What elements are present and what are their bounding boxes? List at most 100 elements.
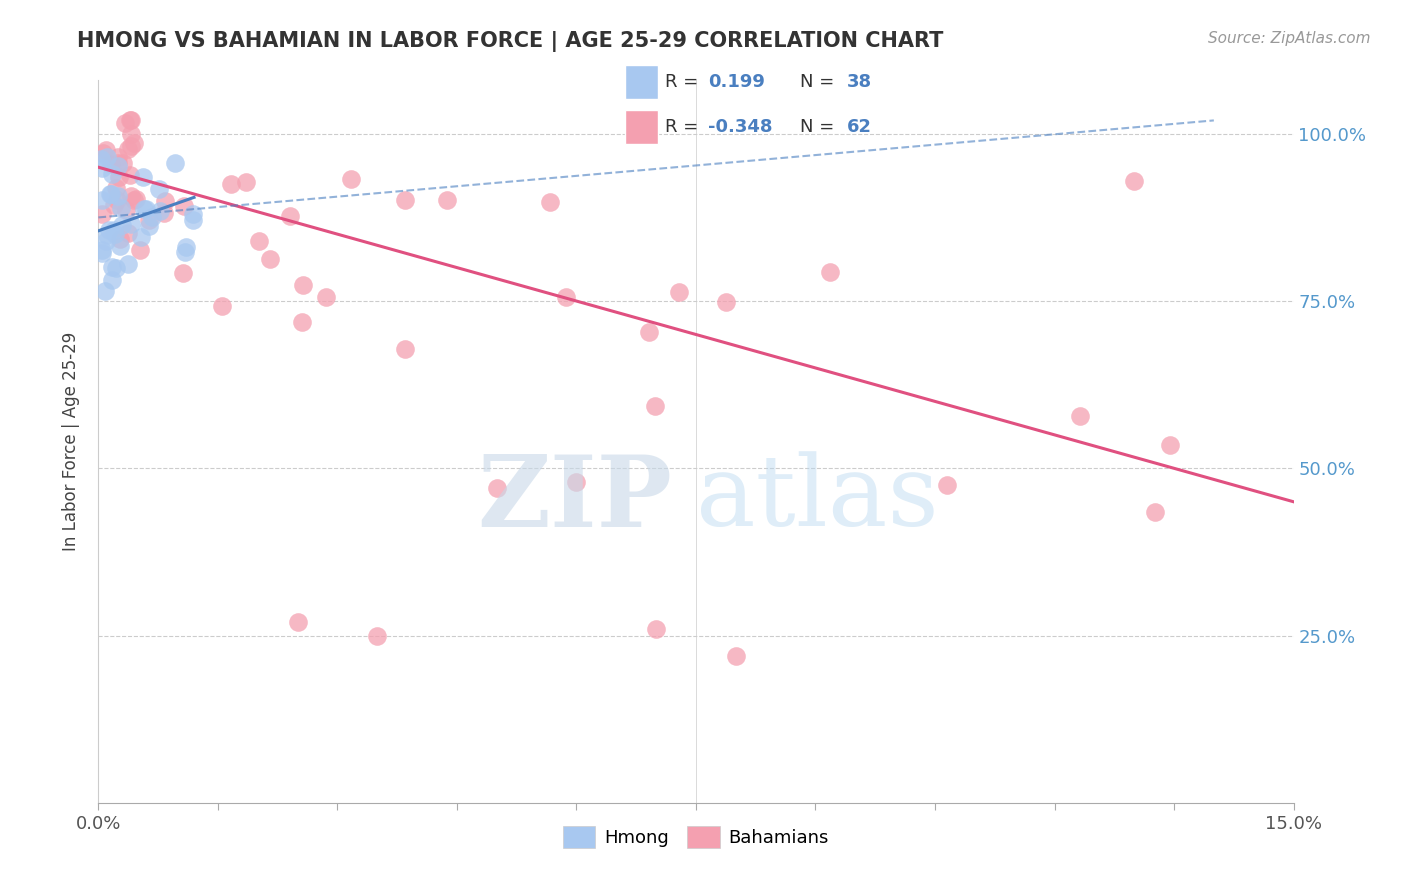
Point bbox=[259, 252, 281, 267]
Text: ZIP: ZIP bbox=[477, 450, 672, 548]
Point bbox=[129, 229, 152, 244]
Point bbox=[638, 325, 661, 339]
Point bbox=[278, 209, 301, 223]
Point bbox=[315, 290, 337, 304]
Point bbox=[93, 146, 115, 161]
Point bbox=[935, 477, 957, 491]
Point bbox=[90, 153, 112, 167]
Point bbox=[125, 192, 148, 206]
Point bbox=[128, 244, 150, 258]
Bar bbox=[626, 65, 658, 99]
Point bbox=[644, 399, 666, 413]
Text: N =: N = bbox=[800, 119, 841, 136]
Point bbox=[714, 295, 737, 310]
Point bbox=[118, 113, 141, 128]
Point bbox=[112, 156, 135, 170]
Point bbox=[98, 223, 121, 237]
Text: 0.199: 0.199 bbox=[707, 73, 765, 91]
Point bbox=[91, 206, 114, 220]
Point bbox=[96, 143, 118, 157]
Point bbox=[94, 285, 117, 299]
Point bbox=[107, 169, 129, 184]
Point bbox=[247, 234, 270, 248]
Point bbox=[100, 186, 122, 201]
Point bbox=[149, 204, 172, 219]
Point bbox=[174, 244, 197, 259]
Point bbox=[366, 628, 388, 642]
Point bbox=[120, 139, 142, 153]
Text: 38: 38 bbox=[846, 73, 872, 91]
Point bbox=[148, 182, 170, 196]
Point bbox=[292, 277, 315, 292]
Point bbox=[1143, 505, 1166, 519]
Point bbox=[91, 243, 114, 257]
Point bbox=[1069, 409, 1091, 423]
Point bbox=[132, 169, 155, 184]
Point bbox=[105, 194, 128, 208]
Point bbox=[120, 113, 142, 128]
Point bbox=[117, 142, 139, 156]
Point bbox=[291, 315, 314, 329]
Point bbox=[235, 175, 257, 189]
Point bbox=[91, 161, 114, 175]
Point bbox=[103, 197, 125, 211]
Point bbox=[111, 219, 134, 233]
Point bbox=[105, 261, 128, 276]
Point bbox=[101, 260, 124, 274]
Point bbox=[110, 239, 132, 253]
Point bbox=[668, 285, 690, 300]
Point bbox=[117, 226, 139, 240]
Point bbox=[219, 178, 242, 192]
Text: R =: R = bbox=[665, 73, 704, 91]
Point bbox=[104, 227, 127, 241]
Point bbox=[340, 172, 363, 186]
Text: Source: ZipAtlas.com: Source: ZipAtlas.com bbox=[1208, 31, 1371, 46]
Point bbox=[134, 202, 156, 217]
Point bbox=[181, 207, 204, 221]
Point bbox=[107, 156, 129, 170]
Text: R =: R = bbox=[665, 119, 704, 136]
Point bbox=[485, 482, 508, 496]
Point bbox=[91, 245, 114, 260]
Point bbox=[174, 240, 197, 254]
Point bbox=[165, 155, 187, 169]
Point bbox=[818, 265, 841, 279]
Bar bbox=[626, 111, 658, 145]
Text: N =: N = bbox=[800, 73, 841, 91]
Point bbox=[211, 299, 233, 313]
Text: HMONG VS BAHAMIAN IN LABOR FORCE | AGE 25-29 CORRELATION CHART: HMONG VS BAHAMIAN IN LABOR FORCE | AGE 2… bbox=[77, 31, 943, 53]
Point bbox=[96, 150, 118, 164]
Point bbox=[100, 273, 122, 287]
Point bbox=[565, 475, 588, 489]
Point bbox=[110, 201, 132, 215]
Point bbox=[96, 234, 118, 248]
Point bbox=[724, 648, 747, 663]
Point bbox=[138, 212, 160, 227]
Point bbox=[117, 257, 139, 271]
Point bbox=[107, 150, 129, 164]
Point bbox=[1123, 173, 1146, 188]
Point bbox=[394, 194, 416, 208]
Point bbox=[120, 128, 142, 142]
Text: 62: 62 bbox=[846, 119, 872, 136]
Point bbox=[121, 218, 143, 232]
Point bbox=[122, 136, 145, 150]
Text: -0.348: -0.348 bbox=[707, 119, 772, 136]
Point bbox=[100, 167, 122, 181]
Point bbox=[122, 193, 145, 207]
Point bbox=[436, 193, 458, 207]
Point bbox=[138, 219, 160, 233]
Text: atlas: atlas bbox=[696, 451, 939, 547]
Point bbox=[153, 194, 176, 208]
Point bbox=[172, 266, 194, 280]
Point bbox=[135, 202, 157, 216]
Point bbox=[91, 194, 114, 208]
Point bbox=[107, 189, 129, 203]
Point bbox=[96, 228, 118, 243]
Point bbox=[183, 213, 205, 227]
Legend: Hmong, Bahamians: Hmong, Bahamians bbox=[555, 819, 837, 855]
Point bbox=[645, 622, 668, 636]
Point bbox=[120, 189, 142, 203]
Point bbox=[103, 223, 125, 237]
Point bbox=[114, 116, 136, 130]
